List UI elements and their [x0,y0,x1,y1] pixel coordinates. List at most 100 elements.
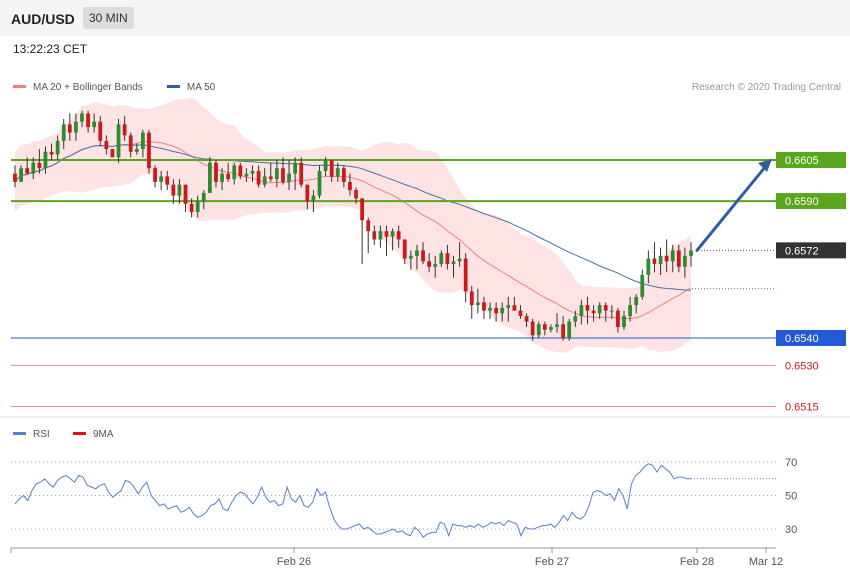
candle-body [396,231,401,240]
candle-body [579,305,584,317]
candle-body [268,176,273,180]
candle-body [262,176,267,185]
candle-body [390,231,395,237]
projection-arrow-head [758,159,772,172]
support-tag-label: 0.6540 [785,333,819,345]
candle-body [311,195,316,202]
timeframe-button[interactable]: 30 MIN [83,7,134,29]
candle-body [415,250,419,256]
candle-body [19,168,23,182]
candle-body [585,305,590,311]
candle-body [141,132,145,150]
candle-body [439,253,444,265]
candle-body [555,324,559,328]
legend-swatch [166,85,180,88]
candle-body [177,184,182,196]
candle-body [524,316,529,322]
candle-body [74,121,78,133]
chart-header [0,0,850,36]
candle-body [384,231,389,237]
candle-body [676,250,681,267]
candle-body [542,324,547,330]
candle-body [116,124,121,158]
secondary-support-label: 0.6515 [785,401,819,413]
candle-body [646,258,651,276]
x-axis-ticks: Feb 26 Feb 27 Feb 28 Mar 12 [277,548,783,568]
candle-body [658,255,663,265]
candle-body [609,310,614,312]
x-tick-label: Feb 27 [535,556,569,568]
candle-body [567,321,572,338]
candle-body [408,255,413,259]
candle-body [153,168,157,182]
bollinger-band-area [15,97,691,353]
candle-body [445,253,450,265]
research-credit: Research © 2020 Trading Central [692,82,841,93]
candle-body [238,165,243,177]
candle-body [622,316,626,328]
candle-body [506,305,511,308]
candle-body [244,173,249,177]
candle-body [49,151,54,155]
candle-body [159,176,164,182]
candle-body [603,305,608,311]
moving-averages [14,140,692,319]
candle-body [232,165,237,180]
candle-body [214,162,218,182]
candle-body [469,291,474,306]
candle-body [80,113,84,122]
rsi-legend-label: RSI [33,429,50,440]
candle-body [354,190,358,199]
candle-body [366,220,371,232]
candle-body [573,316,578,322]
rsi-tick-label: 30 [785,524,797,536]
price-levels [11,159,776,407]
candle-body [433,264,438,267]
candle-body [360,198,365,221]
candle-body [640,275,645,297]
candle-body [134,149,139,152]
candle-body [549,327,553,330]
candle-body [421,250,425,262]
candle-body [652,258,657,265]
legend-swatch [13,85,26,88]
resistance-tag [776,193,846,210]
candle-body [591,310,596,314]
candle-body [463,258,468,292]
candle-body [451,261,456,265]
candle-body [110,149,115,158]
candle-body [689,250,693,256]
candle-body [147,132,151,169]
x-tick-label: Feb 26 [277,556,311,568]
candle-body [13,173,17,182]
support-tag [776,330,846,346]
candle-body [536,324,541,336]
candle-body [305,184,310,202]
candle-body [512,305,517,311]
candle-body [628,305,632,317]
rsi-tick-label: 50 [785,491,797,503]
x-tick-label: Mar 12 [749,556,783,568]
secondary-support-label: 0.6530 [785,360,819,372]
candle-body [348,181,352,191]
candle-body [122,124,127,136]
candle-body [482,302,486,311]
symbol-title: AUD/USD [11,11,75,27]
candle-body [323,160,328,171]
candle-body [104,140,109,150]
resistance-tag-label: 0.6590 [785,196,819,208]
rsi-grid: 70 50 30 [11,457,797,536]
resistance-tag [776,152,846,168]
candle-body [427,261,432,267]
legend-label: MA 20 + Bollinger Bands [33,82,143,93]
candle-body [634,296,639,306]
rsi-panel [14,463,776,539]
rsi-legend-swatch [73,432,86,435]
candle-body [335,168,340,177]
candle-body [165,176,170,185]
level-tags: 0.6605 0.6590 0.6572 0.6540 0.6530 0.6515 [776,152,846,413]
candle-body [518,310,523,317]
candle-body [372,231,377,240]
current-price-tag-label: 0.6572 [785,245,819,257]
